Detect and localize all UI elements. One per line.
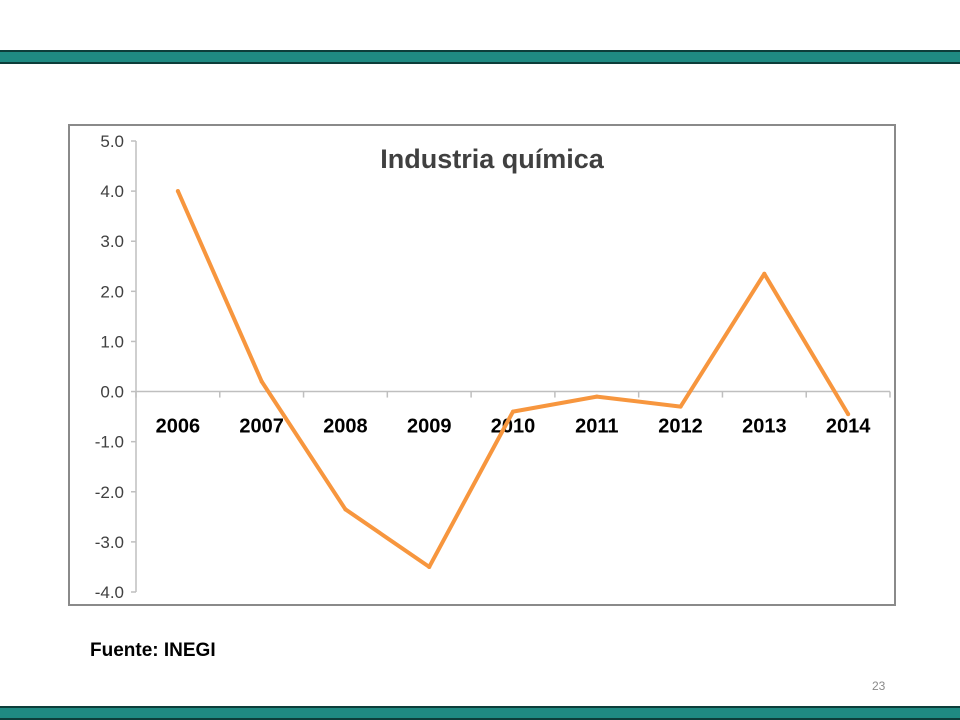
bottom-accent-bar xyxy=(0,706,960,720)
data-point xyxy=(762,271,767,276)
x-tick-label: 2010 xyxy=(491,416,536,438)
x-tick-label: 2011 xyxy=(575,416,618,438)
line-chart: 5.0 4.0 3.0 2.0 1.0 0.0 -1.0 -2.0 -3.0 -4.0 2006 20… xyxy=(95,132,891,602)
plot-area: 5.0 4.0 3.0 2.0 1.0 0.0 -1.0 -2.0 -3.0 -4.0 2006 20… xyxy=(95,132,891,602)
source-label: Fuente: INEGI xyxy=(90,640,216,661)
data-point xyxy=(594,394,599,399)
chart-frame: 5.0 4.0 3.0 2.0 1.0 0.0 -1.0 -2.0 -3.0 -4.0 2006 20… xyxy=(68,124,896,606)
data-point xyxy=(175,189,180,194)
data-point xyxy=(427,564,432,569)
chart-title: Industria química xyxy=(380,144,605,174)
y-tick-label: -2.0 xyxy=(95,483,124,502)
y-tick-label: 5.0 xyxy=(100,132,124,151)
data-point xyxy=(846,412,851,417)
x-tick-label: 2014 xyxy=(826,416,871,438)
y-tick-label: 3.0 xyxy=(100,232,124,251)
y-tick-label: 2.0 xyxy=(100,282,124,301)
x-tick-label: 2012 xyxy=(658,416,703,438)
data-point xyxy=(259,379,264,384)
y-tick-label: -4.0 xyxy=(95,583,124,602)
data-point xyxy=(511,409,515,414)
y-tick-label: 0.0 xyxy=(100,383,124,402)
x-tick-label: 2007 xyxy=(239,416,284,438)
x-tick-label: 2006 xyxy=(156,416,201,438)
x-tick-label: 2013 xyxy=(742,416,787,438)
y-tick-label: -3.0 xyxy=(95,533,124,552)
data-point xyxy=(343,507,348,512)
data-point xyxy=(678,404,683,409)
page-number: 23 xyxy=(872,679,886,693)
series-line-0 xyxy=(175,189,851,569)
top-accent-bar xyxy=(0,50,960,64)
x-tick-label: 2008 xyxy=(323,416,368,438)
y-tick-label: 1.0 xyxy=(100,332,124,351)
x-tick-label: 2009 xyxy=(407,416,452,438)
y-tick-label: -1.0 xyxy=(95,433,124,452)
y-tick-label: 4.0 xyxy=(100,182,124,201)
